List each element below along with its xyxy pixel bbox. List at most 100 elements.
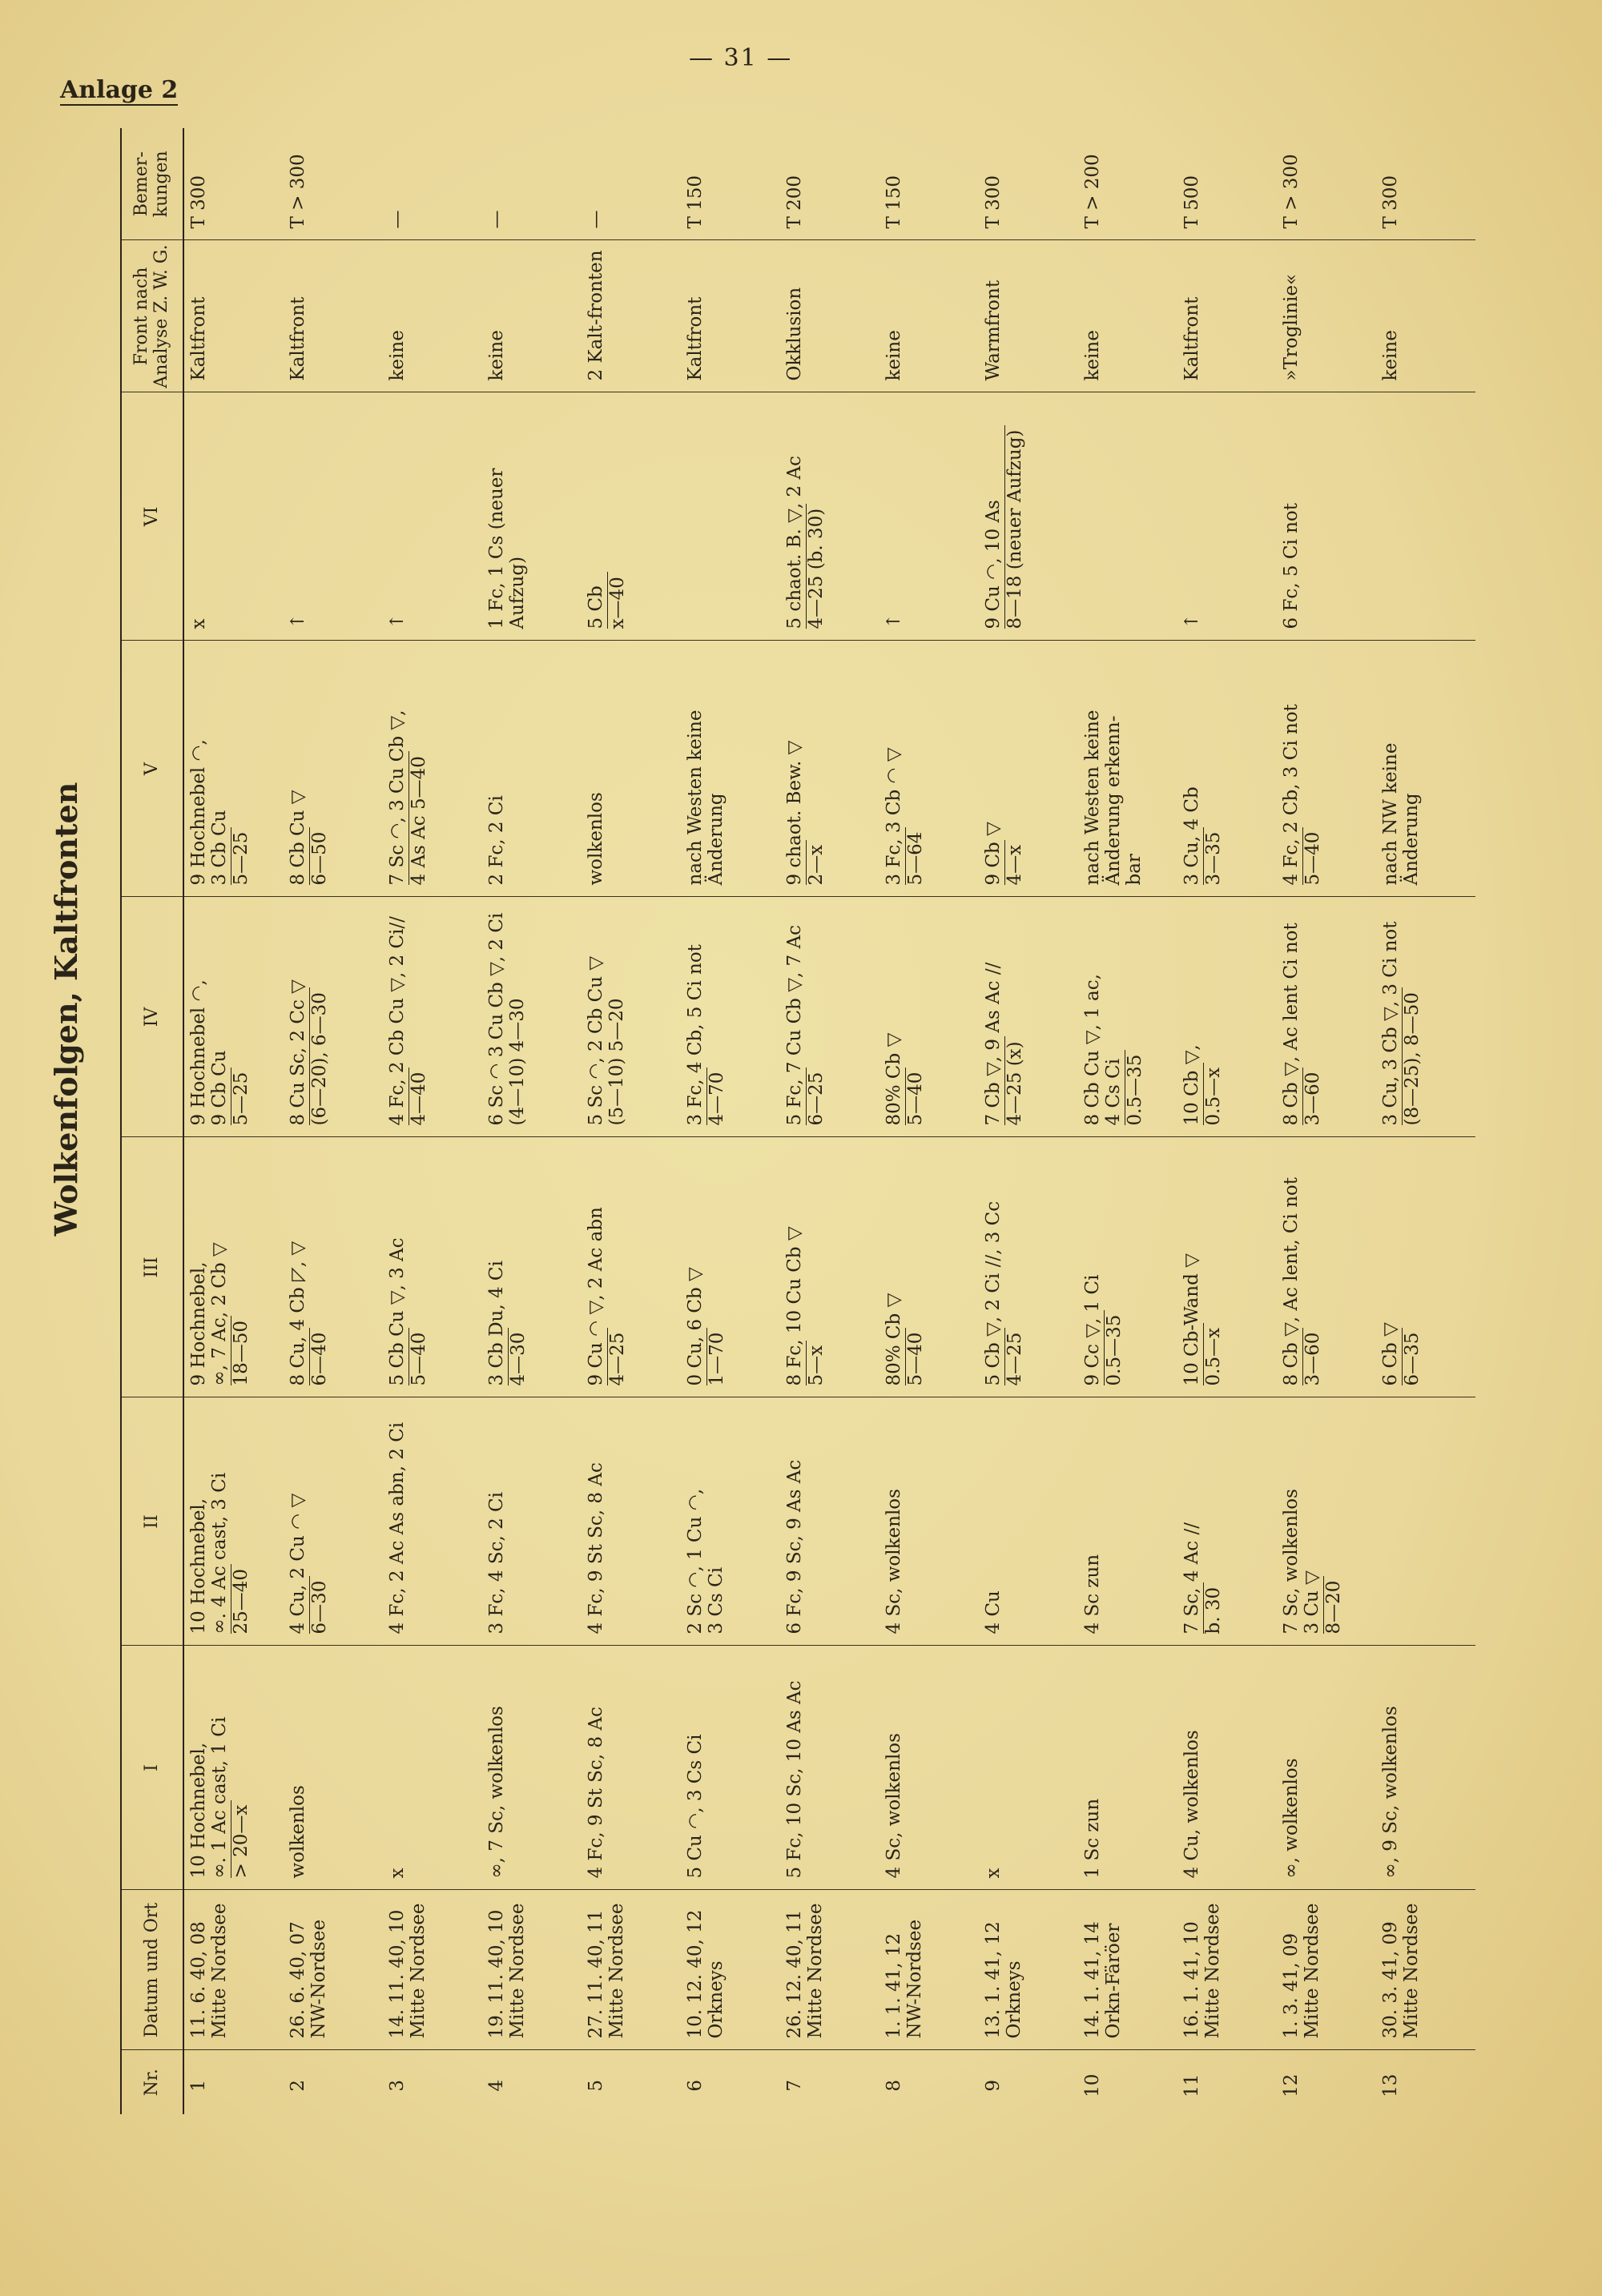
table-row: 9 13. 1. 41, 12 Orkneys x 4 Cu 5 Cb ▽, 2 Ci /… [979,128,1078,2114]
cloud-stage-cell: 2 Sc ◠, 1 Cu ◠, 3 Cs Ci [681,1397,780,1646]
cell-range-value: 5—64 [904,826,927,886]
cloud-stage-cell: 4 Fc, 2 Cb Cu ▽, 2 Ci//4—40 [383,897,482,1137]
cloud-stage-cell: 4 Cu [979,1397,1078,1646]
cell-text: ∞, 7 Ac, 2 Cb ▽ [208,1242,230,1386]
cell-range-value: 2—x [805,839,827,886]
cell-text: 26. 12. 40, 11 [784,1909,805,2039]
row-number: 2 [288,2079,308,2092]
front-analysis-cell: Kaltfront [1177,240,1277,392]
table-row: 4 19. 11. 40, 10 Mitte Nordsee ∞, 7 Sc, wol… [482,128,582,2114]
front-analysis-cell: keine [482,240,582,392]
cloud-stage-cell: ↑ [879,392,979,641]
rotated-table: Nr. Datum und Ort I II III IV V VI Front nach An… [120,128,1475,2114]
cell-text: 8 Cb ▽, Ac lent Ci not [1281,923,1302,1126]
cell-text: 7 Sc ◠, 3 Cu Cb ▽, [387,710,408,886]
column-header: VI [121,392,183,641]
front-analysis-cell: Kaltfront [284,240,383,392]
cell-range-value: 6—30 [308,1575,331,1635]
column-header: Front nach Analyse Z. W. G. [121,240,183,392]
cloud-stage-cell: 9 Cc ▽, 1 Ci 0.5—35 [1078,1137,1177,1397]
table-row: 8 1. 1. 41, 12 NW-Nordsee 4 Sc, wolkenlos 4 … [879,128,979,2114]
cell-text: 4 Fc, 2 Cb, 3 Ci not [1281,704,1302,886]
row-number: 11 [1181,2073,1202,2097]
cloud-stage-cell: x [183,392,284,641]
cloud-stage-cell: ∞, 7 Sc, wolkenlos [482,1646,582,1890]
column-header: I [121,1646,183,1890]
row-number: 1 [188,2079,209,2092]
front-analysis-cell: Okklusion [780,240,879,392]
cell-range-value: 3—60 [1302,1067,1324,1126]
cell-range-value: 4—30 [507,1327,529,1386]
front-analysis-cell: Kaltfront [183,240,284,392]
cell-range-value: 5—25 [230,1067,252,1126]
front-analysis-cell: keine [1376,240,1475,392]
cell-text: 5 Cb ▽, 2 Ci //, 3 Cc [983,1200,1004,1386]
cell-text: nach Westen keine [1082,710,1103,886]
cell-text: 9 Hochnebel ◠, [188,979,209,1126]
cloud-stage-cell: 4 Sc, wolkenlos [879,1646,979,1890]
cell-text: ∞, 9 Sc, wolkenlos [1380,1706,1401,1879]
column-header: V [121,641,183,897]
cell-text: 5 Fc, 7 Cu Cb ▽, 7 Ac [784,925,805,1126]
remarks-cell: T 300 [979,128,1078,240]
cell-text: 9 Cb Cu [208,1050,230,1126]
cloud-stage-cell: 8 Cb Cu ▽, 1 ac, 4 Cs Ci 0.5—35 [1078,897,1177,1137]
cell-text: ∞, 7 Sc, wolkenlos [486,1706,507,1879]
cell-range-value: 4—x [1004,839,1026,886]
cell-text: 26. 6. 40, 07 [288,1921,308,2039]
cloud-stage-cell [1078,392,1177,641]
cell-text: ↑ [884,613,904,629]
cell-text: Orkneys [705,1960,727,2039]
cloud-stage-cell: 9 Cb ▽ 4—x [979,641,1078,897]
cell-text: 8 Cb Cu ▽ [288,790,308,886]
cloud-stage-cell: 9 Hochnebel ◠, 9 Cb Cu 5—25 [183,897,284,1137]
row-number: 10 [1082,2073,1103,2097]
cell-text: Änderung [705,793,727,886]
cell-text: 8 Cb ▽, Ac lent, Ci not [1281,1176,1302,1386]
cell-text: ↑ [387,613,408,629]
header-row: Nr. Datum und Ort I II III IV V VI Front nach An… [121,128,183,2114]
cell-text: 5 chaot. B. ▽, 2 Ac [784,456,805,629]
cell-text: Orkn-Färöer [1102,1923,1124,2039]
cell-text: 1 Sc zun [1082,1798,1103,1879]
cloud-stage-cell: 3 Cu, 3 Cb ▽, 3 Ci not (8—25), 8—50 [1376,897,1475,1137]
column-header: Nr. [121,2050,183,2114]
cell-range-value: 6—35 [1401,1327,1423,1386]
cloud-stage-cell [1376,1397,1475,1646]
cell-text: 3 Cb Cu [208,810,230,886]
cloud-stage-cell: 8 Cb ▽, Ac lent Ci not 3—60 [1277,897,1376,1137]
cloud-stage-cell: 3 Cu, 4 Cb 3—35 [1177,641,1277,897]
cell-text: 16. 1. 41, 10 [1181,1921,1202,2039]
cell-text: 7 Cb ▽, 9 As Ac // [983,962,1004,1126]
cloud-stage-cell: 9 Hochnebel ◠, 3 Cb Cu 5—25 [183,641,284,897]
cell-text: 10. 12. 40, 12 [685,1909,706,2039]
cell-text: 7 Sc, 4 Ac // [1181,1522,1202,1635]
cloud-stage-cell: 4 Sc zun [1078,1397,1177,1646]
cell-text: NW-Nordsee [308,1919,329,2039]
cloud-stage-cell: 10 Cb ▽, 0.5—x [1177,897,1277,1137]
cloud-stage-cell: 3 Cb Du, 4 Ci 4—30 [482,1137,582,1397]
cell-text: (4—10) 4—30 [506,998,528,1126]
cloud-stage-cell: 6 Sc ◠ 3 Cu Cb ▽, 2 Ci (4—10) 4—30 [482,897,582,1137]
front-analysis-cell: Kaltfront [681,240,780,392]
table-row: 7 26. 12. 40, 11 Mitte Nordsee 5 Fc, 10 Sc,… [780,128,879,2114]
table-row: 6 10. 12. 40, 12 Orkneys 5 Cu ◠, 3 Cs Ci 2 S… [681,128,780,2114]
cell-text: 3 Fc, 3 Cb ◠ ▽ [884,747,904,886]
cell-text: 14. 1. 41, 14 [1082,1921,1103,2039]
table-body: 1 11. 6. 40, 08 Mitte Nordsee 10 Hochnebel,… [183,128,1475,2114]
date-location-cell: 13. 1. 41, 12 Orkneys [979,1890,1078,2050]
cloud-stage-cell: 1 Fc, 1 Cs (neuer Aufzug) [482,392,582,641]
table-row: 5 27. 11. 40, 11 Mitte Nordsee 4 Fc, 9 St S… [582,128,681,2114]
cloud-stage-cell: 80% Cb ▽ 5—40 [879,897,979,1137]
cell-text: 9 Cc ▽, 1 Ci [1082,1274,1103,1386]
cloud-stage-cell: x [979,1646,1078,1890]
cell-text: 1. 3. 41, 09 [1281,1932,1302,2039]
cloud-stage-cell: 3 Fc, 4 Cb, 5 Ci not 4—70 [681,897,780,1137]
table-row: 10 14. 1. 41, 14 Orkn-Färöer 1 Sc zun 4 Sc z… [1078,128,1177,2114]
cloud-stage-cell: 4 Cu, wolkenlos [1177,1646,1277,1890]
cloud-stage-cell: 10 Hochnebel, ∞. 1 Ac cast, 1 Ci > 20—x [183,1646,284,1890]
appendix-label: Anlage 2 [60,76,179,106]
cell-text: 10 Hochnebel, [188,1742,209,1879]
cell-text: 19. 11. 40, 10 [486,1909,507,2039]
cell-text: 14. 11. 40, 10 [387,1909,408,2039]
